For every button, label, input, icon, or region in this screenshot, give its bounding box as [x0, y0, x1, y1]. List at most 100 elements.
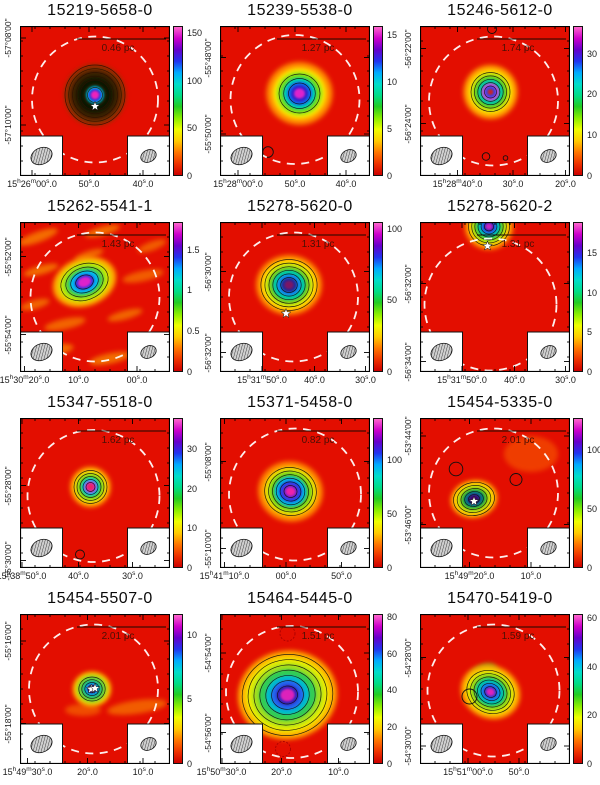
noise-patch — [20, 298, 50, 311]
panel-title: 15454-5335-0 — [447, 394, 553, 411]
panel-15219-5658-0: 15219-5658-0 -57°08'00" -57°10'00" 0.46 pc 1… — [0, 0, 202, 196]
colorbar-tick-label: 0 — [387, 170, 393, 181]
panel-15246-5612-0: 15246-5612-0 -56°22'00" -56°24'00" 1.74 pc 1… — [400, 0, 600, 196]
colorbar-tick-label: 0 — [387, 562, 393, 573]
beam-ellipse-icon — [430, 538, 453, 558]
colorbar — [373, 26, 383, 176]
ra-axis-label: 50s.0 — [78, 178, 100, 189]
secondary-contour — [509, 473, 523, 486]
field-dashed-circle — [423, 237, 558, 372]
panel-title: 15278-5620-2 — [447, 198, 553, 215]
colorbar-tick-label: 0 — [387, 366, 393, 377]
field-dashed-circle — [428, 427, 559, 559]
panel-15464-5445-0: 15464-5445-0 -54°54'00" -54°56'00" 1.51 pc 1… — [196, 588, 400, 785]
ra-axis-label: 40s.0 — [68, 570, 89, 581]
beam-inset-left — [220, 527, 263, 568]
colorbar-tick-label: 50 — [187, 123, 198, 134]
colorbar — [173, 614, 183, 764]
ra-axis-label: 15h50m30s.0 — [196, 766, 247, 777]
map-area: 1.51 pc — [220, 614, 370, 764]
dec-axis-label: -54°28'00" — [403, 637, 413, 678]
source-blob — [64, 64, 126, 126]
noise-patch — [20, 228, 58, 246]
panel-15278-5620-0: 15278-5620-0 -56°30'00" -56°32'00" 1.31 pc 1… — [200, 196, 403, 392]
intensity-contours — [73, 470, 108, 504]
dec-axis-label: -56°24'00" — [403, 103, 413, 144]
scale-bar-label: 1.31 pc — [502, 239, 535, 250]
star-marker — [280, 307, 292, 319]
beam-ellipse-icon — [540, 345, 557, 359]
colorbar-tick-label: 10 — [587, 287, 598, 298]
colorbar — [173, 222, 183, 372]
beam-ellipse-icon — [140, 149, 157, 163]
axis-ticks — [20, 418, 170, 568]
beam-ellipse-icon — [430, 342, 453, 362]
field-dashed-circle — [228, 231, 359, 363]
field-dashed-circle — [26, 429, 161, 563]
source-blob — [70, 466, 111, 508]
colorbar-tick-label: 0.5 — [187, 325, 200, 336]
beam-ellipse-icon — [230, 734, 253, 754]
colorbar-tick-label: 20 — [587, 710, 598, 721]
map-image: 2.01 pc — [420, 418, 570, 568]
dec-axis-label: -55°16'00" — [3, 621, 13, 661]
axis-ticks — [220, 614, 370, 764]
secondary-contour — [75, 549, 85, 560]
beam-inset-left — [20, 527, 63, 568]
panel-title: 15246-5612-0 — [447, 2, 553, 19]
panel-title: 15219-5658-0 — [47, 2, 153, 19]
dec-axis-label: -56°32'00" — [403, 263, 413, 304]
panel-15278-5620-2: 15278-5620-2 -56°32'00" -56°34'00" 1.31 pc 1… — [400, 196, 600, 392]
axis-ticks — [20, 26, 170, 176]
beam-ellipse-icon — [230, 342, 253, 362]
map-image: 1.74 pc — [420, 26, 570, 176]
ra-axis-label: 00s.0 — [275, 570, 297, 581]
colorbar-tick-label: 5 — [387, 123, 393, 134]
beam-inset-right — [327, 723, 370, 764]
field-dashed-circle — [426, 623, 561, 758]
dec-axis-label: -55°48'00" — [203, 37, 213, 78]
map-area: 1.31 pc — [220, 222, 370, 372]
axis-ticks — [20, 222, 170, 372]
ra-axis-label: 10s.0 — [520, 570, 542, 581]
beam-ellipse-icon — [230, 146, 253, 166]
panel-title: 15470-5419-0 — [447, 590, 553, 607]
dec-axis-label: -57°08'00" — [3, 18, 13, 58]
axis-ticks — [420, 222, 570, 372]
colorbar-tick-label: 10 — [387, 76, 398, 87]
source-blob — [463, 65, 518, 119]
dec-axis-label: -57°10'00" — [3, 105, 13, 145]
beam-inset-left — [220, 331, 263, 372]
field-dashed-circle — [229, 34, 361, 165]
axis-ticks — [420, 418, 570, 568]
dec-axis-label: -55°50'00" — [203, 114, 213, 154]
map-area: 1.31 pc — [420, 222, 570, 372]
noise-patch — [107, 699, 167, 715]
field-dashed-circle — [228, 427, 362, 562]
beam-inset-left — [20, 331, 63, 372]
ra-axis-label: 15h31m50s.0 — [437, 374, 487, 385]
colorbar-tick-label: 10 — [187, 523, 198, 534]
intensity-contours — [64, 64, 126, 126]
ra-axis-label: 15h31m50s.0 — [237, 374, 287, 385]
noise-patch — [137, 239, 167, 253]
noise-patch — [44, 317, 86, 331]
beam-inset-right — [527, 331, 570, 372]
noise-patch — [23, 263, 59, 277]
star-marker — [89, 682, 101, 693]
source-blob — [266, 62, 333, 125]
colorbar-tick-label: 50 — [587, 503, 598, 514]
colorbar-tick-label: 100 — [387, 223, 403, 234]
map-area: 0.82 pc — [220, 418, 370, 568]
beam-inset-left — [220, 723, 263, 764]
colorbar — [573, 614, 583, 764]
map-image: 1.31 pc — [420, 222, 570, 372]
colorbar-tick-label: 0 — [187, 562, 193, 573]
secondary-contour — [487, 26, 497, 34]
colorbar-tick-label: 10 — [187, 630, 198, 641]
dec-axis-label: -56°34'00" — [403, 341, 413, 382]
axis-ticks — [220, 418, 370, 568]
dec-axis-label: -55°10'00" — [203, 528, 213, 569]
colorbar-tick-label: 0 — [187, 758, 193, 769]
